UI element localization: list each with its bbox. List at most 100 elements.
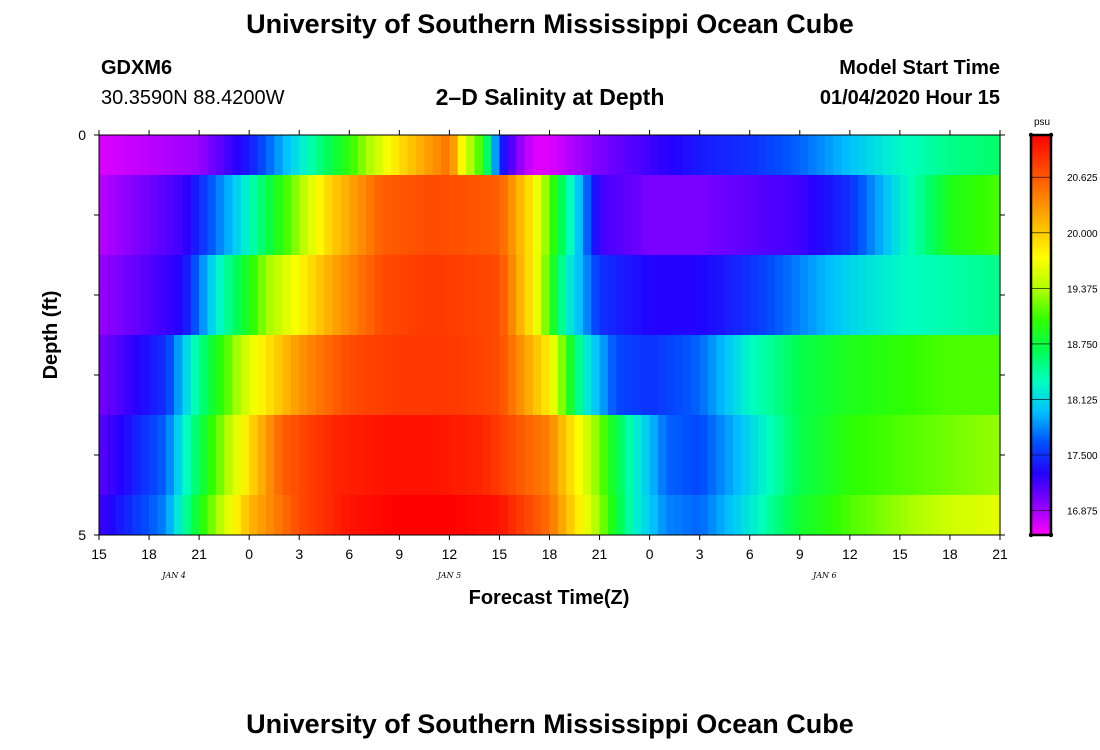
heatmap-cell [916, 335, 926, 415]
heatmap-cell [557, 335, 567, 415]
heatmap-cell [749, 175, 759, 255]
heatmap-cell [682, 415, 692, 495]
heatmap-cell [624, 175, 634, 255]
heatmap-cell [741, 135, 751, 175]
heatmap-cell [541, 495, 551, 535]
heatmap-cell [816, 415, 826, 495]
heatmap-cell [641, 135, 651, 175]
heatmap-cell [249, 255, 259, 335]
heatmap-cell [524, 335, 534, 415]
x-tick-label: 9 [395, 546, 403, 562]
heatmap-cell [157, 255, 167, 335]
heatmap-cell [783, 175, 793, 255]
x-tick-label: 18 [141, 546, 157, 562]
heatmap-cell [733, 415, 742, 495]
heatmap-cell [691, 255, 701, 335]
heatmap-cell [240, 175, 250, 255]
heatmap-cell [432, 415, 442, 495]
x-tick-label: 6 [345, 546, 353, 562]
heatmap-cell [282, 175, 292, 255]
heatmap-cell [808, 255, 818, 335]
heatmap-cell [382, 415, 392, 495]
heatmap-cell [758, 415, 767, 495]
heatmap-cell [140, 415, 150, 495]
heatmap-cell [149, 255, 158, 335]
heatmap-cell [966, 335, 976, 415]
heatmap-cell [791, 495, 801, 535]
heatmap-cell [365, 335, 375, 415]
heatmap-cell [799, 135, 809, 175]
heatmap-cell [365, 495, 375, 535]
model-start-value: 01/04/2020 Hour 15 [819, 87, 1000, 109]
heatmap-cell [232, 255, 242, 335]
heatmap-cell [691, 495, 701, 535]
heatmap-cell [115, 415, 125, 495]
x-tick-label: 15 [91, 546, 107, 562]
heatmap-cell [190, 335, 200, 415]
heatmap-cell [441, 495, 450, 535]
colorbar-tick-label: 20.000 [1067, 229, 1098, 240]
heatmap-cell [566, 135, 576, 175]
heatmap-cell [858, 135, 868, 175]
heatmap-cell [340, 495, 350, 535]
heatmap-cell [390, 135, 400, 175]
heatmap-cell [224, 255, 234, 335]
heatmap-cell [783, 335, 793, 415]
heatmap-cell [340, 255, 350, 335]
heatmap-cell [324, 335, 334, 415]
heatmap-cell [808, 135, 818, 175]
heatmap-cell [149, 135, 158, 175]
colorbar-corner-dot [1028, 132, 1034, 138]
heatmap-cell [557, 255, 567, 335]
heatmap-cell [641, 415, 651, 495]
x-tick-label: 12 [842, 546, 858, 562]
heatmap-cell [774, 495, 784, 535]
heatmap-cell [249, 495, 259, 535]
heatmap-cell [174, 335, 184, 415]
heatmap-cell [357, 415, 367, 495]
heatmap-cell [532, 255, 542, 335]
heatmap-cell [432, 335, 442, 415]
heatmap-cell [524, 495, 534, 535]
heatmap-cell [466, 495, 476, 535]
heatmap-cell [899, 175, 909, 255]
heatmap-cell [482, 335, 492, 415]
heatmap-cell [107, 255, 117, 335]
heatmap-cell [324, 175, 334, 255]
heatmap-cell [349, 495, 359, 535]
heatmap-cell [424, 335, 434, 415]
heatmap-cell [215, 335, 225, 415]
heatmap-cell [716, 495, 726, 535]
heatmap-cell [274, 255, 284, 335]
heatmap-cell [124, 495, 133, 535]
heatmap-cell [532, 175, 542, 255]
heatmap-cell [182, 495, 192, 535]
page-title: University of Southern Mississippi Ocean… [246, 9, 854, 39]
heatmap-cell [758, 135, 767, 175]
heatmap-cell [174, 415, 184, 495]
heatmap-cell [749, 255, 759, 335]
heatmap-cell [215, 135, 225, 175]
heatmap-cell [899, 415, 909, 495]
heatmap-cell [416, 335, 425, 415]
heatmap-cell [549, 495, 559, 535]
heatmap-cell [799, 415, 809, 495]
heatmap-cell [849, 135, 859, 175]
heatmap-cell [449, 335, 459, 415]
heatmap-cell [374, 495, 384, 535]
heatmap-cell [741, 255, 751, 335]
heatmap-cell [499, 335, 509, 415]
heatmap-cell [140, 495, 150, 535]
heatmap-cell [157, 495, 167, 535]
heatmap-cell [190, 175, 200, 255]
heatmap-cell [691, 135, 701, 175]
heatmap-cell [307, 255, 317, 335]
colorbar-tick-label: 16.875 [1067, 507, 1098, 518]
heatmap-cell [315, 415, 325, 495]
heatmap-cells [99, 135, 1001, 535]
heatmap-cell [607, 135, 617, 175]
heatmap-cell [199, 175, 209, 255]
heatmap-cell [257, 175, 267, 255]
heatmap-cell [390, 335, 400, 415]
heatmap-cell [390, 415, 400, 495]
